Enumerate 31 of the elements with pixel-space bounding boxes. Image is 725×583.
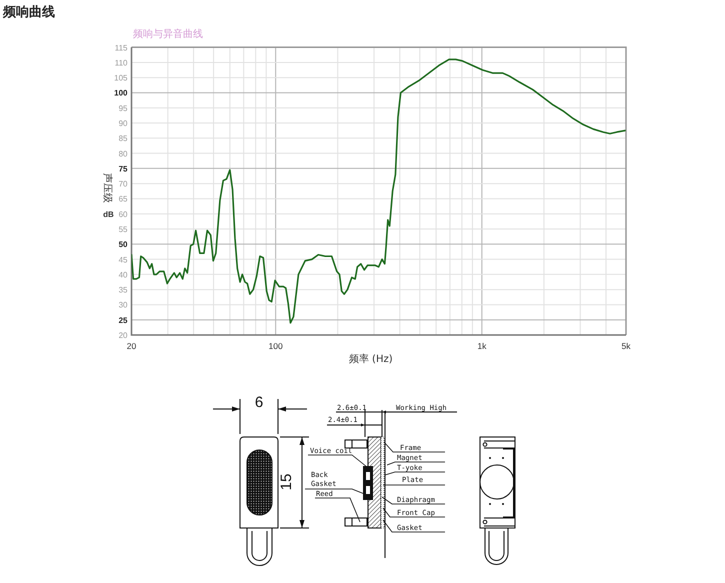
y-axis-title: 声压级 [102, 173, 114, 203]
y-tick-label: 60 [118, 210, 128, 219]
y-tick-label: 110 [114, 58, 128, 68]
y-tick-label: 25 [118, 316, 128, 325]
y-tick-label: 35 [118, 286, 128, 295]
y-tick-label: 65 [118, 194, 128, 204]
chart-subtitle: 频响与异音曲线 [133, 28, 203, 40]
chart-title: 频响曲线 [2, 5, 55, 20]
y-tick-label: 55 [118, 225, 128, 234]
y-tick-label: 80 [118, 149, 128, 158]
y-tick-label: 45 [118, 255, 128, 264]
y-tick-label: 40 [118, 270, 128, 280]
text: 6 [254, 394, 264, 411]
x-tick-label: 100 [268, 341, 283, 351]
y-tick-label: 70 [118, 180, 128, 189]
text: dB [103, 210, 114, 219]
y-tick-label: 30 [118, 300, 128, 310]
y-tick-label: 85 [118, 134, 128, 144]
x-tick-label: 5k [622, 341, 632, 351]
x-tick-label: 20 [126, 341, 136, 351]
y-tick-label: 105 [114, 74, 128, 83]
x-axis-title: 频率 (Hz) [348, 353, 393, 365]
text: 15 [278, 474, 295, 490]
y-tick-label: 50 [118, 240, 128, 250]
y-tick-label: 20 [118, 331, 128, 340]
y-tick-label: 95 [118, 104, 128, 113]
y-tick-label: 115 [114, 43, 128, 52]
y-tick-label: 90 [118, 119, 128, 128]
y-tick-label: 100 [114, 88, 128, 98]
y-tick-label: 75 [118, 164, 128, 174]
x-tick-label: 1k [477, 341, 488, 351]
